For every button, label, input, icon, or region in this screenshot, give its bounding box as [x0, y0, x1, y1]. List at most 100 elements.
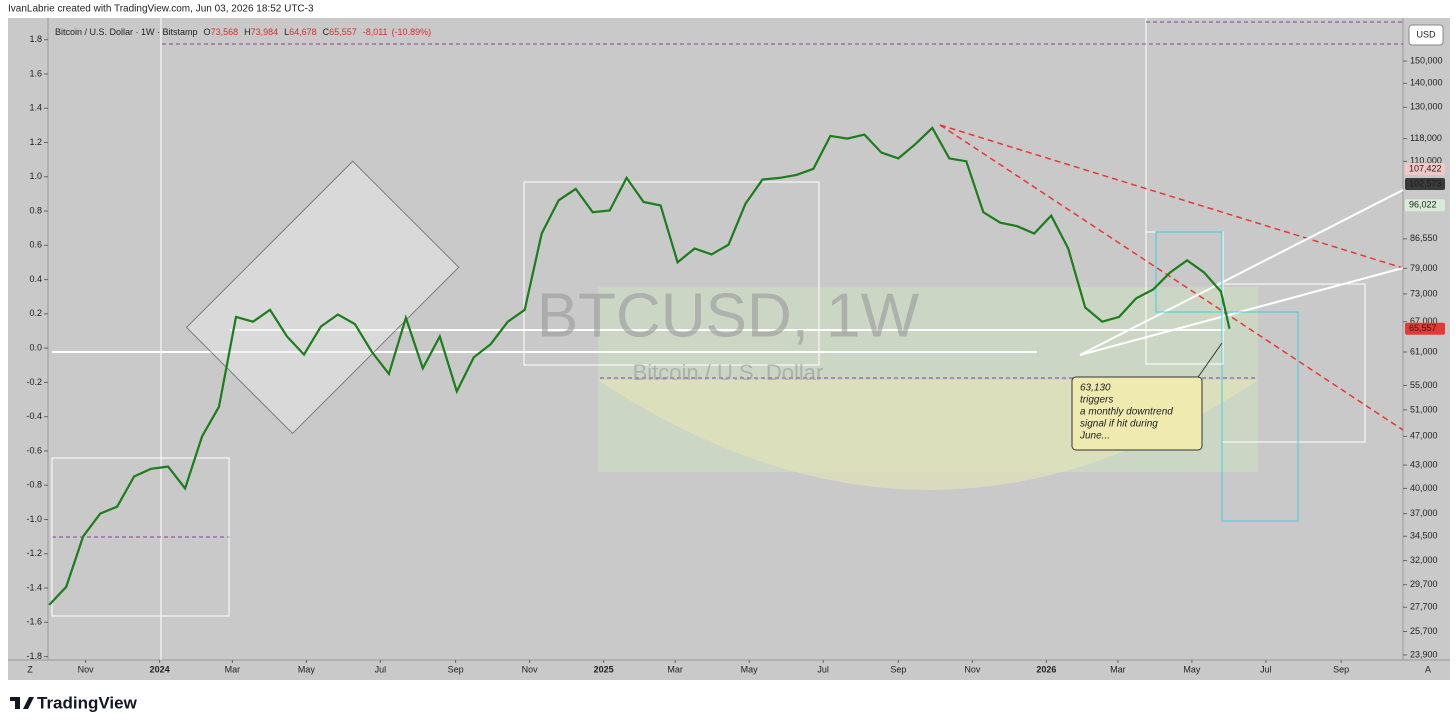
box	[51, 457, 230, 617]
x-tick-label: Sep	[448, 664, 464, 674]
ohlc-value: 65,557	[329, 27, 357, 37]
ohlc-key: L	[284, 27, 289, 37]
x-tick-label: Mar	[667, 664, 683, 674]
x-tick-label: 2026	[1036, 664, 1056, 674]
y-tick-label: 43,000	[1410, 459, 1438, 469]
y-tick-label: 47,000	[1410, 431, 1438, 441]
trend-line	[939, 124, 1404, 269]
y-tick-label: 67,000	[1410, 316, 1438, 326]
y2-tick-label: 0.8	[29, 205, 42, 215]
box	[1221, 311, 1299, 522]
y-tick-label: 40,000	[1410, 483, 1438, 493]
x-tick-label: Jul	[1260, 664, 1272, 674]
trend-line	[939, 124, 1404, 431]
y-tick-label: 51,000	[1410, 404, 1438, 414]
y-tick-label: 25,700	[1410, 626, 1438, 636]
ohlc-key: O	[204, 27, 211, 37]
symbol-legend: Bitcoin / U.S. Dollar · 1W · Bitstamp O73…	[55, 27, 431, 37]
watermark-sub: Bitcoin / U.S. Dollar	[633, 360, 824, 385]
price-label-box	[1405, 322, 1445, 335]
corner-button[interactable]: Z	[27, 664, 33, 674]
x-tick-label: Nov	[78, 664, 95, 674]
x-tick-label: May	[298, 664, 316, 674]
x-tick-label: 2025	[594, 664, 614, 674]
footer-brand: TradingView	[37, 693, 138, 712]
change: -8,011	[363, 27, 388, 37]
y2-tick-label: -0.2	[26, 377, 42, 387]
y-tick-label: 130,000	[1410, 102, 1443, 112]
x-tick-label: Jul	[817, 664, 829, 674]
x-tick-label: May	[1183, 664, 1201, 674]
y-tick-label: 150,000	[1410, 55, 1443, 65]
y-tick-label: 86,550	[1410, 233, 1438, 243]
price-label-box	[1405, 163, 1445, 176]
y2-tick-label: -1.4	[26, 582, 42, 592]
price-label-box	[1405, 199, 1445, 212]
logo-mark	[10, 697, 34, 709]
ohlc-key: C	[323, 27, 330, 37]
y-tick-label: 61,000	[1410, 346, 1438, 356]
annotation-line: triggers	[1080, 395, 1113, 406]
y-tick-label: 27,700	[1410, 602, 1438, 612]
x-tick-label: Mar	[1110, 664, 1126, 674]
annotation-line: 63,130	[1080, 383, 1111, 394]
callout	[1071, 376, 1203, 451]
y-tick-label: 118,000	[1410, 133, 1442, 143]
currency[interactable]: USD	[1416, 29, 1436, 39]
ohlc-key: H	[244, 27, 251, 37]
y2-tick-label: 1.6	[29, 68, 42, 78]
corner-button[interactable]: A	[1425, 664, 1431, 674]
y-tick-label: 29,700	[1410, 579, 1438, 589]
price-label: 102,573	[1409, 178, 1442, 188]
x-tick-label: Jul	[375, 664, 387, 674]
y2-tick-label: 0.6	[29, 240, 42, 250]
x-tick-label: Nov	[522, 664, 539, 674]
y2-tick-label: -1.0	[26, 514, 42, 524]
x-tick-label: Sep	[1333, 664, 1349, 674]
y2-tick-label: 1.4	[29, 103, 42, 113]
y2-tick-label: 1.2	[29, 137, 42, 147]
y2-tick-label: -0.4	[26, 411, 42, 421]
x-tick-label: Nov	[964, 664, 981, 674]
y2-tick-label: 1.8	[29, 34, 42, 44]
currency-button[interactable]	[1408, 24, 1444, 46]
box	[1155, 231, 1223, 313]
y2-tick-label: -1.6	[26, 617, 42, 627]
x-tick-label: Mar	[225, 664, 241, 674]
ohlc-value: 64,678	[289, 27, 317, 37]
x-tick-label: May	[741, 664, 759, 674]
y-tick-label: 110,000	[1410, 156, 1442, 166]
y-tick-label: 34,500	[1410, 531, 1438, 541]
price-label: 96,022	[1409, 200, 1437, 210]
box	[185, 160, 460, 435]
box	[523, 181, 820, 366]
callout-pointer	[1195, 342, 1223, 381]
y2-tick-label: -0.8	[26, 480, 42, 490]
y2-tick-label: -1.2	[26, 548, 42, 558]
price-label: 65,557	[1409, 323, 1437, 333]
y2-tick-label: 0.2	[29, 308, 42, 318]
y2-tick-label: 0.4	[29, 274, 42, 284]
price-label: 107,422	[1409, 163, 1442, 173]
y-tick-label: 37,000	[1410, 508, 1438, 518]
price-label-box	[1405, 177, 1445, 190]
y-tick-label: 55,000	[1410, 380, 1438, 390]
y-tick-label: 32,000	[1410, 555, 1438, 565]
ohlc-value: 73,568	[211, 27, 239, 37]
annotation-line: signal if hit during	[1080, 419, 1158, 430]
y-tick-label: 140,000	[1410, 78, 1443, 88]
y-tick-label: 73,000	[1410, 288, 1438, 298]
y2-tick-label: -1.8	[26, 651, 42, 661]
y-tick-label: 23,900	[1410, 649, 1438, 659]
ohlc-value: 73,984	[251, 27, 279, 37]
y-tick-label: 79,000	[1410, 263, 1438, 273]
y2-tick-label: 1.0	[29, 171, 42, 181]
price-line	[48, 126, 1231, 606]
annotation-line: June...	[1079, 431, 1110, 442]
trend-line	[1079, 189, 1404, 356]
x-tick-label: Sep	[890, 664, 906, 674]
change-pct: (-10.89%)	[392, 27, 432, 37]
watermark: BTCUSD, 1W	[537, 281, 920, 350]
